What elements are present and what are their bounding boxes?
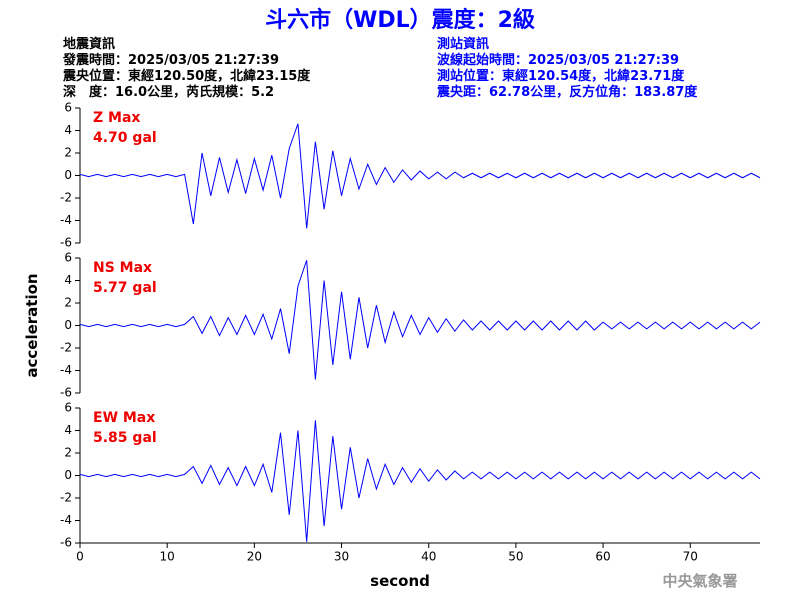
y-tick-label: 4 [64, 423, 72, 437]
y-axis-label: acceleration [23, 273, 41, 377]
y-tick-label: 6 [64, 101, 72, 115]
x-tick-label: 50 [508, 550, 523, 564]
info-left: 發震時間：2025/03/05 21:27:39 [62, 52, 279, 68]
y-tick-label: 6 [64, 401, 72, 415]
footer: 中央氣象署 [662, 572, 737, 590]
waveform [79, 420, 761, 542]
max-label: 5.85 gal [93, 430, 157, 446]
max-label: 4.70 gal [93, 130, 157, 146]
x-tick-label: 0 [76, 550, 84, 564]
y-tick-label: -2 [60, 191, 72, 205]
x-tick-label: 60 [595, 550, 610, 564]
series-label: NS Max [93, 260, 152, 276]
x-tick-label: 10 [160, 550, 175, 564]
max-label: 5.77 gal [93, 280, 157, 296]
y-tick-label: 0 [64, 168, 72, 182]
title: 斗六市（WDL）震度：2級 [265, 7, 535, 33]
info-right: 震央距：62.78公里，反方位角：183.87度 [436, 84, 698, 100]
y-tick-label: 4 [64, 123, 72, 137]
x-tick-label: 20 [247, 550, 262, 564]
y-tick-label: 2 [64, 446, 72, 460]
y-tick-label: 6 [64, 251, 72, 265]
y-tick-label: -4 [60, 513, 72, 527]
info-left: 地震資訊 [63, 36, 115, 52]
info-left: 震央位置：東經120.50度，北緯23.15度 [62, 68, 311, 84]
info-right: 測站位置：東經120.54度，北緯23.71度 [437, 68, 685, 84]
y-tick-label: -6 [60, 536, 72, 550]
x-tick-label: 40 [421, 550, 436, 564]
y-tick-label: -2 [60, 491, 72, 505]
y-tick-label: 0 [64, 468, 72, 482]
y-tick-label: -6 [60, 386, 72, 400]
y-tick-label: -6 [60, 236, 72, 250]
x-axis-label: second [370, 572, 430, 590]
series-label: Z Max [93, 110, 140, 126]
y-tick-label: 0 [64, 318, 72, 332]
y-tick-label: 2 [64, 296, 72, 310]
x-tick-label: 30 [334, 550, 349, 564]
info-left: 深 度：16.0公里，芮氏規模：5.2 [63, 84, 274, 100]
info-right: 波線起始時間：2025/03/05 21:27:39 [437, 52, 679, 68]
series-label: EW Max [93, 410, 155, 426]
y-tick-label: -2 [60, 341, 72, 355]
waveform [79, 260, 761, 380]
info-right: 測站資訊 [437, 36, 489, 52]
x-tick-label: 70 [683, 550, 698, 564]
y-tick-label: 2 [64, 146, 72, 160]
y-tick-label: 4 [64, 273, 72, 287]
waveform [79, 123, 761, 229]
y-tick-label: -4 [60, 363, 72, 377]
y-tick-label: -4 [60, 213, 72, 227]
